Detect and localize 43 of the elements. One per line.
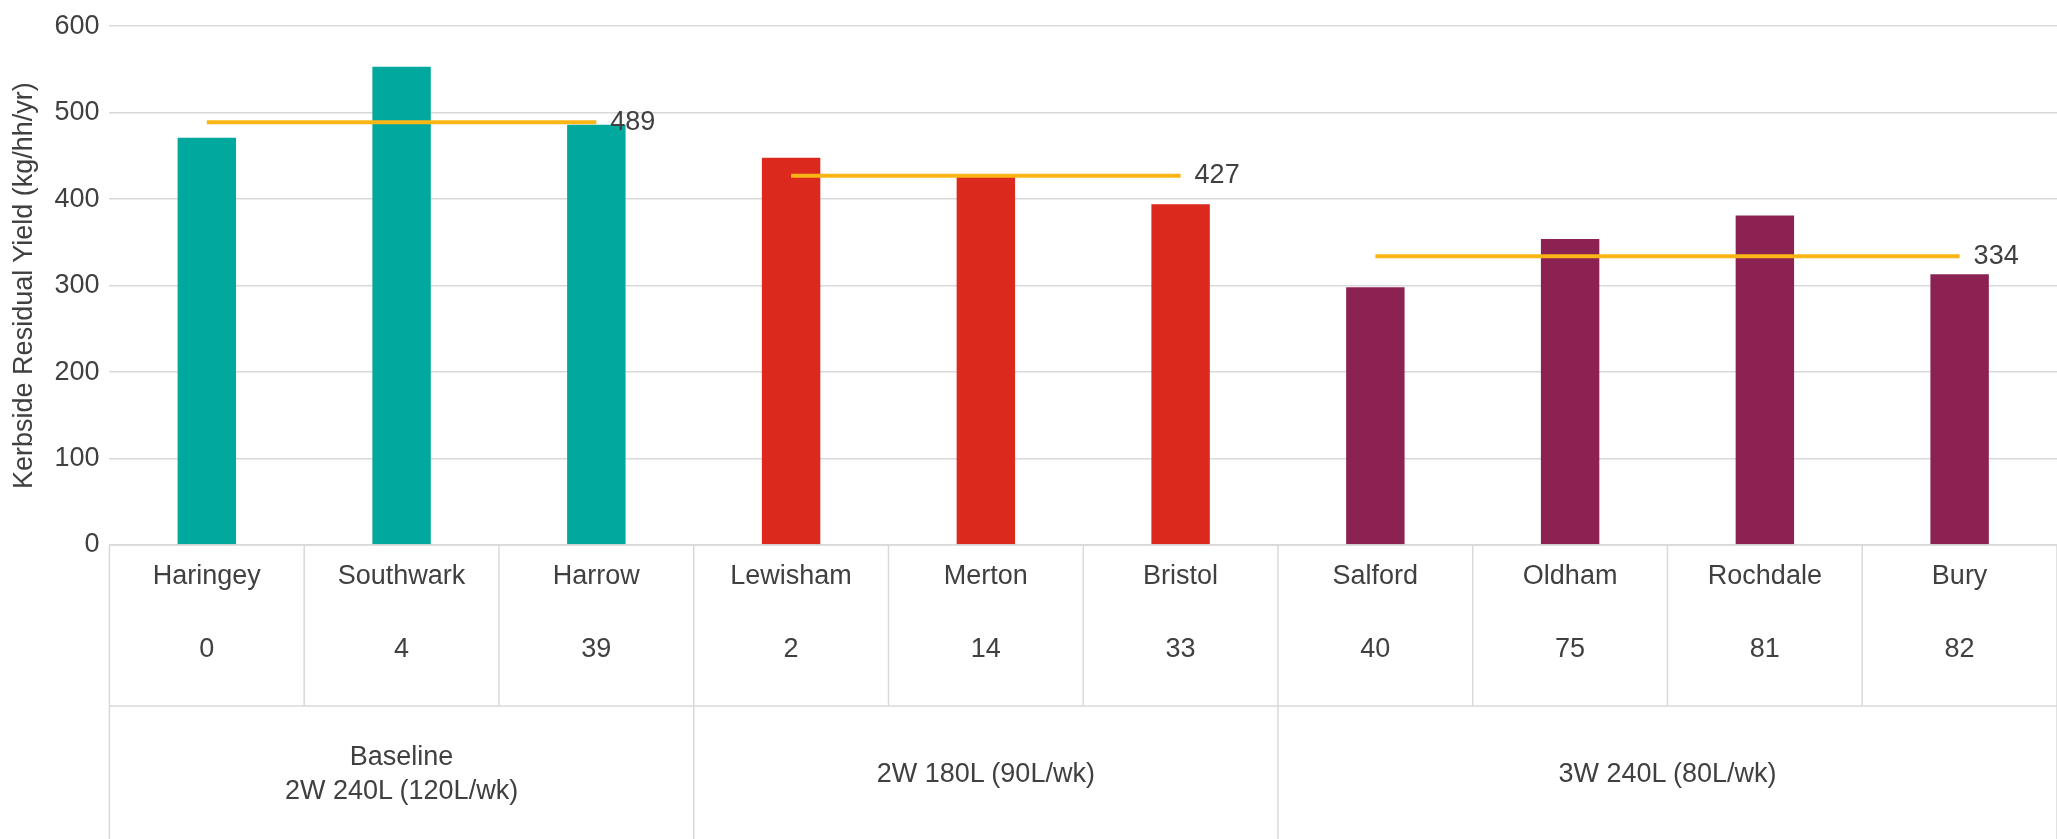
text: 2W 180L (90L/wk) [876, 758, 1095, 789]
y-tick-label: 100 [54, 441, 100, 472]
x-tick-label: Haringey [152, 560, 262, 591]
x-tick-label: Harrow [552, 560, 641, 591]
x-tick-label: Southwark [337, 560, 466, 591]
x-tick-label: Bristol [1143, 560, 1219, 591]
y-tick-label: 300 [54, 269, 100, 300]
annotation: 489 [610, 105, 656, 136]
bar [956, 175, 1016, 545]
text: 3W 240L (80L/wk) [1558, 758, 1777, 789]
x-tick-label: Bury [1931, 560, 1988, 591]
bar [1735, 215, 1795, 545]
text: 2 [783, 633, 799, 664]
y-tick-label: 500 [54, 96, 100, 127]
text: 82 [1944, 633, 1975, 664]
y-tick-label: 400 [54, 182, 100, 213]
x-tick-label: Rochdale [1707, 560, 1822, 591]
annotation: 427 [1194, 159, 1240, 190]
text: 33 [1165, 633, 1196, 664]
bar [761, 157, 821, 545]
bar [1346, 287, 1405, 545]
y-tick-label: 200 [54, 355, 100, 386]
x-tick-label: Lewisham [730, 560, 852, 591]
y-tick-label: 600 [54, 9, 100, 40]
annotation: 334 [1973, 239, 2019, 270]
text: 0 [199, 633, 215, 664]
bar [1930, 274, 1989, 545]
y-axis-title: Kerbside Residual Yield (kg/hh/yr) [7, 82, 38, 489]
text: 14 [970, 633, 1001, 664]
bar [177, 137, 237, 545]
text: 39 [581, 633, 612, 664]
bar [1540, 238, 1600, 545]
text: Baseline 2W 240L (120L/wk) [285, 741, 519, 806]
text: 81 [1749, 633, 1780, 664]
bar [1151, 204, 1210, 545]
text: 4 [394, 633, 410, 664]
x-tick-label: Oldham [1522, 560, 1618, 591]
x-tick-label: Merton [943, 560, 1028, 591]
text: 75 [1555, 633, 1586, 664]
y-tick-label: 0 [84, 528, 100, 559]
x-tick-label: Salford [1332, 560, 1419, 591]
text: 40 [1360, 633, 1391, 664]
bar [372, 66, 431, 545]
